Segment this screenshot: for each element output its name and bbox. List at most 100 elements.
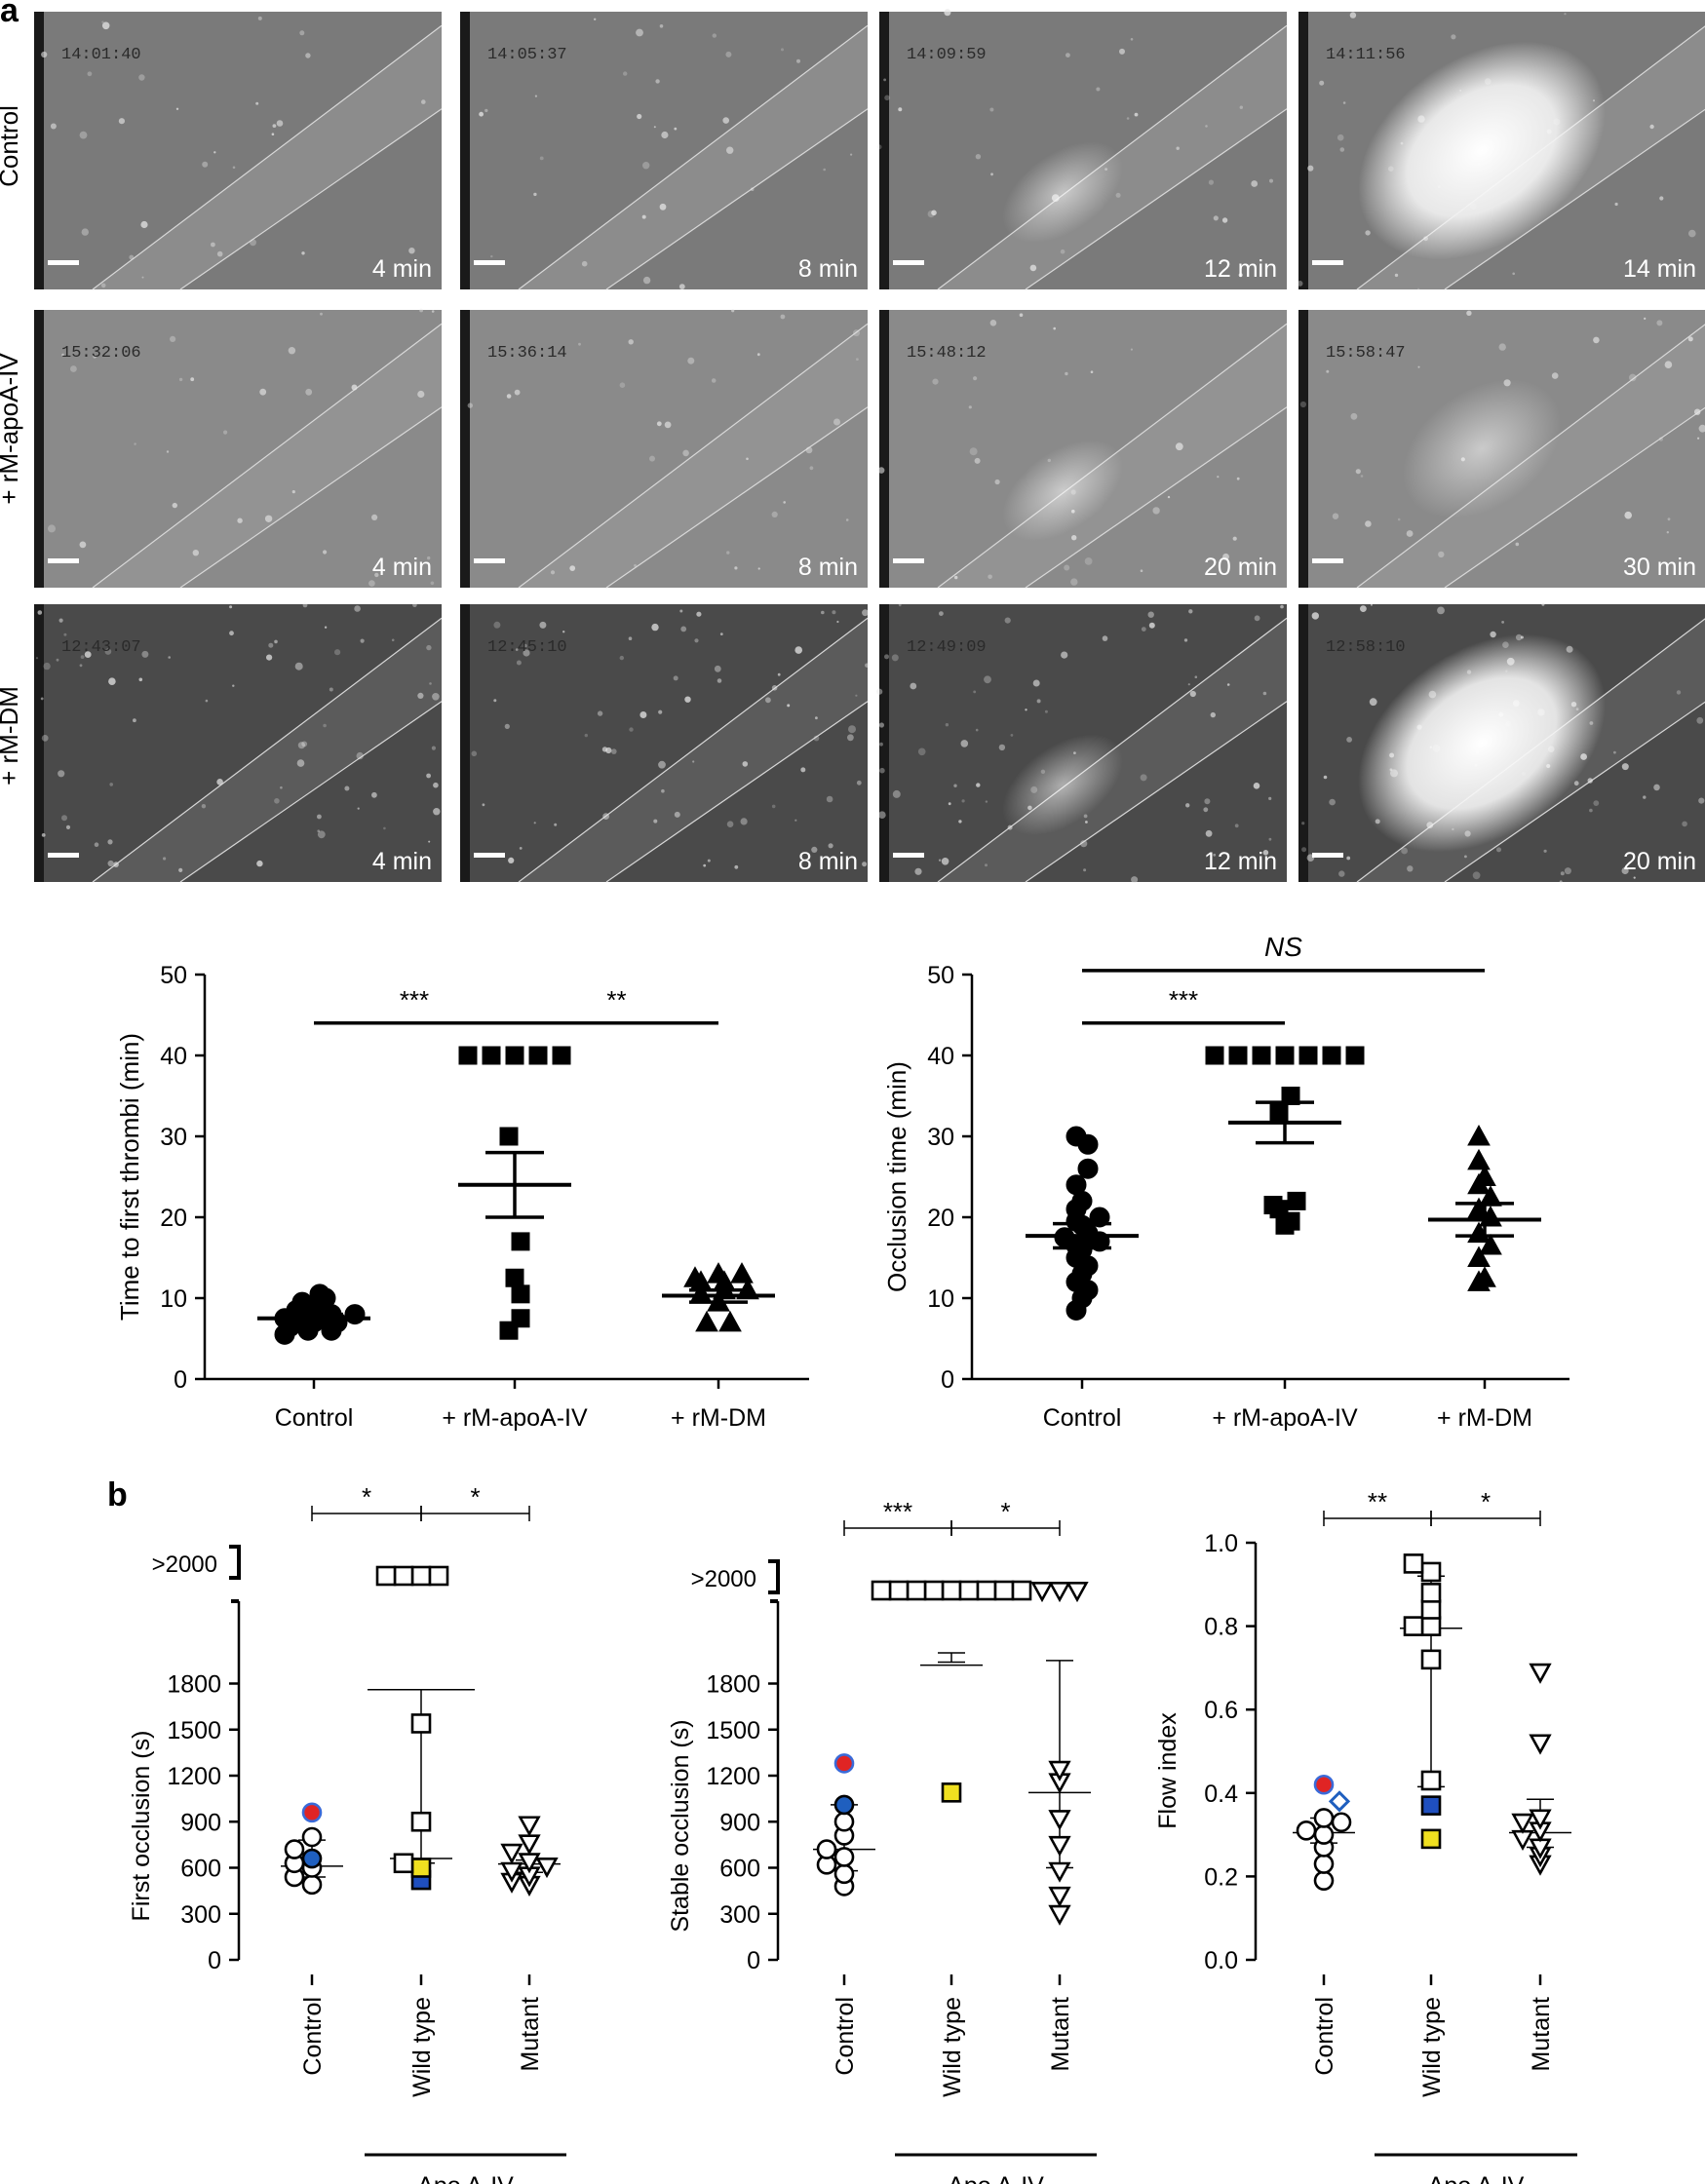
fluorescence-speck [1299, 401, 1306, 408]
data-point [1066, 1174, 1087, 1196]
micrograph-r3-c3: 12:49:09 12 min [876, 603, 1288, 884]
fluorescence-speck [259, 388, 267, 396]
fluorescence-speck [865, 663, 870, 668]
fluorescence-speck [516, 660, 522, 666]
fluorescence-speck [707, 859, 711, 862]
y-tick-label: 1200 [167, 1763, 221, 1790]
data-point [1328, 1790, 1351, 1813]
vessel-wall [179, 108, 443, 290]
fluorescence-speck [141, 650, 149, 658]
fluorescence-speck [1496, 847, 1501, 853]
fluorescence-speck [1501, 621, 1504, 624]
frame-edge [1298, 310, 1308, 588]
x-tick-label: Mutant [1047, 1997, 1074, 2071]
fluorescence-speck [250, 239, 256, 247]
frame-edge [34, 12, 44, 289]
fluorescence-speck [1140, 569, 1143, 572]
frame-edge [879, 310, 889, 588]
fluorescence-speck [301, 741, 308, 747]
fluorescence-speck [368, 580, 375, 587]
fluorescence-speck [1083, 868, 1087, 872]
fluorescence-speck [479, 111, 484, 117]
data-point [1048, 1582, 1071, 1603]
micrograph-r1-c4: 14:11:56 14 min [1297, 12, 1705, 290]
fluorescence-speck [1512, 272, 1515, 276]
micrograph-r2-c1: 15:32:06 4 min [34, 308, 443, 589]
fluorescence-speck [1222, 553, 1229, 560]
fluorescence-speck [1115, 192, 1121, 198]
y-axis-title-text: Occlusion time (min) [882, 1061, 911, 1292]
fluorescence-speck [658, 760, 666, 769]
vessel-wall [1025, 701, 1288, 883]
fluorescence-speck [973, 690, 977, 694]
x-tick-label: Wild type [1418, 1997, 1446, 2097]
fluorescence-speck [1217, 476, 1220, 479]
fluorescence-speck [990, 172, 993, 176]
fluorescence-speck [534, 95, 537, 97]
vessel-wall [92, 24, 443, 290]
fluorescence-speck [1687, 336, 1693, 342]
fluorescence-speck [642, 276, 651, 285]
micrograph-r2-c2: 15:36:14 8 min [460, 309, 869, 589]
fluorescence-speck [41, 833, 46, 837]
timestamp: 14:01:40 [61, 46, 141, 64]
x-tick-label: Control [1043, 1404, 1122, 1432]
data-point [291, 1291, 313, 1313]
data-point [410, 1811, 432, 1832]
x-tick-label: Control [299, 1997, 327, 2076]
data-point [301, 1874, 323, 1896]
fluorescence-speck [1698, 424, 1705, 433]
fluorescence-speck [1213, 215, 1219, 221]
fluorescence-speck [533, 822, 536, 824]
fluorescence-speck [877, 467, 885, 474]
fluorescence-speck [63, 632, 67, 636]
fluorescence-speck [674, 811, 680, 818]
data-point [718, 1310, 742, 1332]
series-square [871, 1580, 1032, 1803]
fluorescence-speck [1349, 12, 1357, 19]
significance-label: * [470, 1482, 480, 1512]
fluorescence-speck [1307, 165, 1314, 172]
series-diamond [1328, 1790, 1351, 1813]
data-point [833, 1847, 855, 1867]
fluorescence-speck [354, 605, 361, 612]
fluorescence-speck [781, 48, 784, 52]
x-tick-label-group: Wild type [1418, 1997, 1446, 2097]
data-point [1048, 1886, 1071, 1907]
micrograph-r3-c1: 12:43:07 4 min [34, 602, 443, 883]
scale-bar [48, 260, 79, 265]
fluorescence-speck [41, 735, 49, 742]
vessel-wall [1025, 406, 1288, 589]
fluorescence-speck [118, 118, 125, 125]
fluorescence-speck [1134, 112, 1139, 117]
thrombus-glow [1358, 633, 1607, 853]
fluorescence-speck [50, 123, 57, 130]
fluorescence-speck [1066, 53, 1070, 57]
fluorescence-speck [832, 610, 836, 615]
fluorescence-speck [703, 863, 707, 867]
fluorescence-speck [1167, 495, 1171, 499]
fluorescence-speck [506, 394, 512, 399]
fluorescence-speck [954, 575, 958, 580]
fluorescence-speck [1280, 604, 1284, 609]
series-square [375, 1565, 449, 1891]
y-break-label: >2000 [152, 1552, 217, 1578]
row-label-apoa4: + rM-apoA-IV [0, 353, 23, 505]
fluorescence-speck [765, 697, 771, 704]
fluorescence-speck [1698, 797, 1705, 804]
y-tick-label: 0.2 [1204, 1863, 1238, 1891]
fluorescence-speck [1194, 675, 1198, 678]
fluorescence-speck [780, 314, 786, 320]
fluorescence-speck [129, 254, 135, 260]
fluorescence-speck [756, 353, 760, 357]
fluorescence-speck [133, 718, 136, 723]
fluorescence-speck [421, 99, 426, 104]
fluorescence-speck [833, 418, 840, 426]
fluorescence-speck [898, 603, 902, 607]
fluorescence-speck [1355, 469, 1361, 475]
fluorescence-speck [1613, 750, 1616, 754]
fluorescence-speck [1564, 867, 1571, 875]
fluorescence-speck [383, 826, 386, 830]
fluorescence-speck [1629, 373, 1637, 382]
chart-flow-index: 0.0 0.2 0.4 0.6 0.8 1.0 Flow index Control Wild … [1154, 1487, 1577, 2184]
